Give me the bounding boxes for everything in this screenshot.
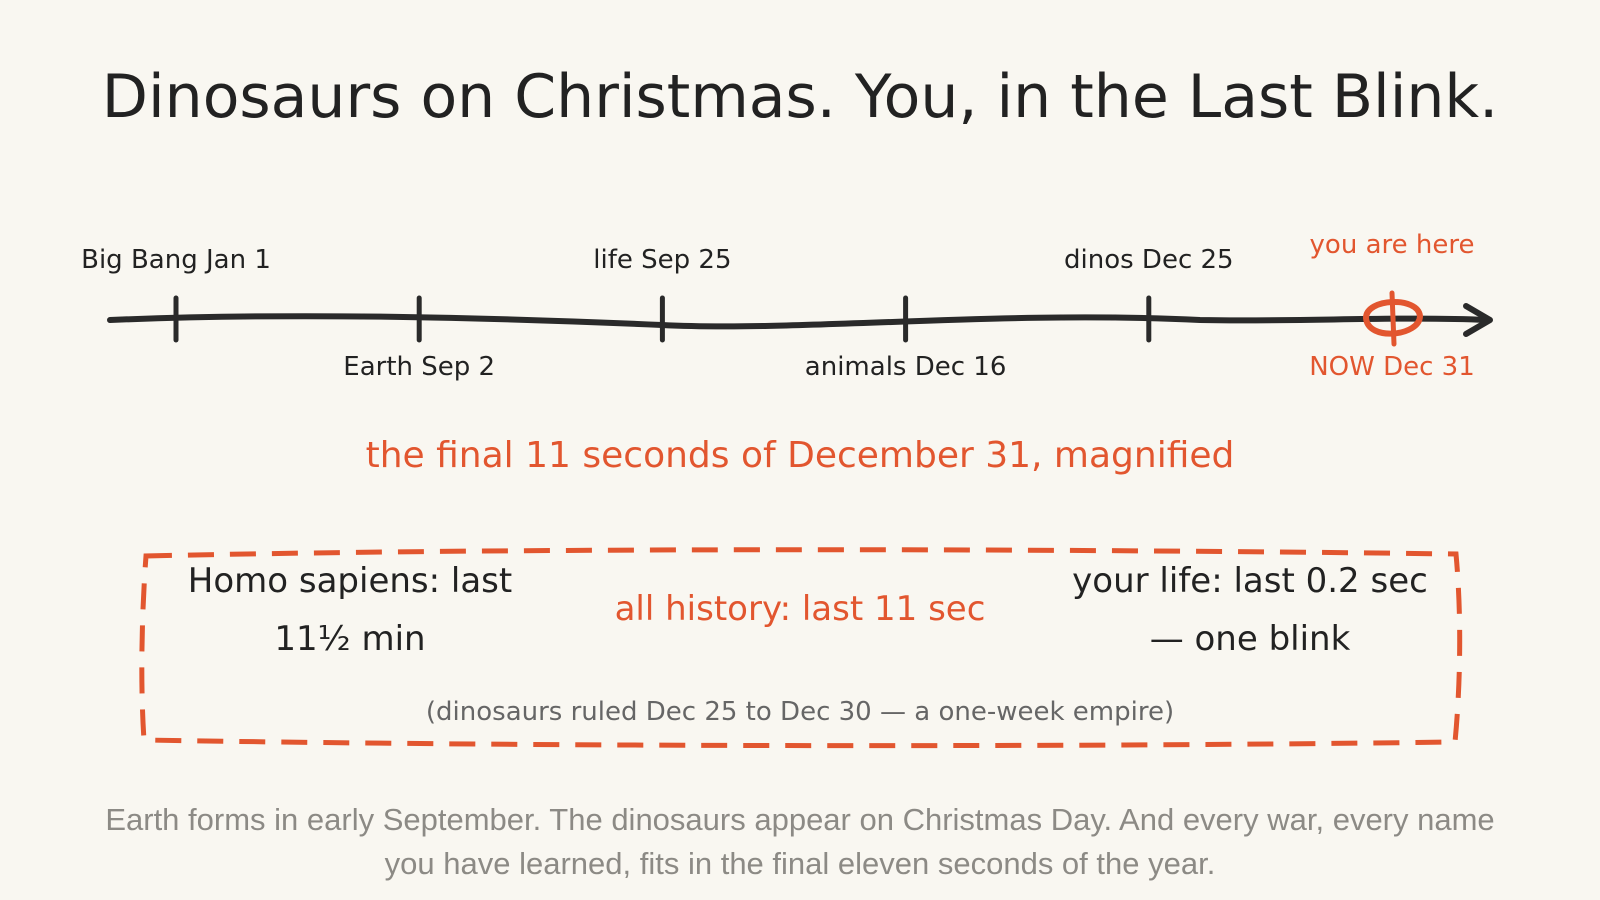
magnified-heading: the final 11 seconds of December 31, mag… [365, 435, 1235, 476]
event-label: life Sep 25 [593, 245, 732, 275]
now-marker [1362, 299, 1424, 337]
sapiens-text: Homo sapiens: last 11½ min [187, 561, 513, 659]
timeline-line [107, 313, 1491, 330]
marker-label: you are here [1309, 230, 1475, 260]
event-label: NOW Dec 31 [1309, 352, 1475, 382]
timeline-arrow [1463, 303, 1493, 337]
footnote: (dinosaurs ruled Dec 25 to Dec 30 — a on… [425, 697, 1175, 727]
caption: Earth forms in early September. The dino… [105, 802, 1495, 881]
event-label: Big Bang Jan 1 [81, 245, 271, 275]
now-marker-line [1389, 290, 1397, 347]
life-text: your life: last 0.2 sec — one blink [1072, 561, 1428, 659]
event-label: dinos Dec 25 [1064, 245, 1234, 275]
title: Dinosaurs on Christmas. You, in the Last… [101, 62, 1499, 132]
event-label: animals Dec 16 [804, 352, 1007, 382]
event-label: Earth Sep 2 [343, 352, 496, 382]
history-text: all history: last 11 sec [614, 589, 986, 629]
